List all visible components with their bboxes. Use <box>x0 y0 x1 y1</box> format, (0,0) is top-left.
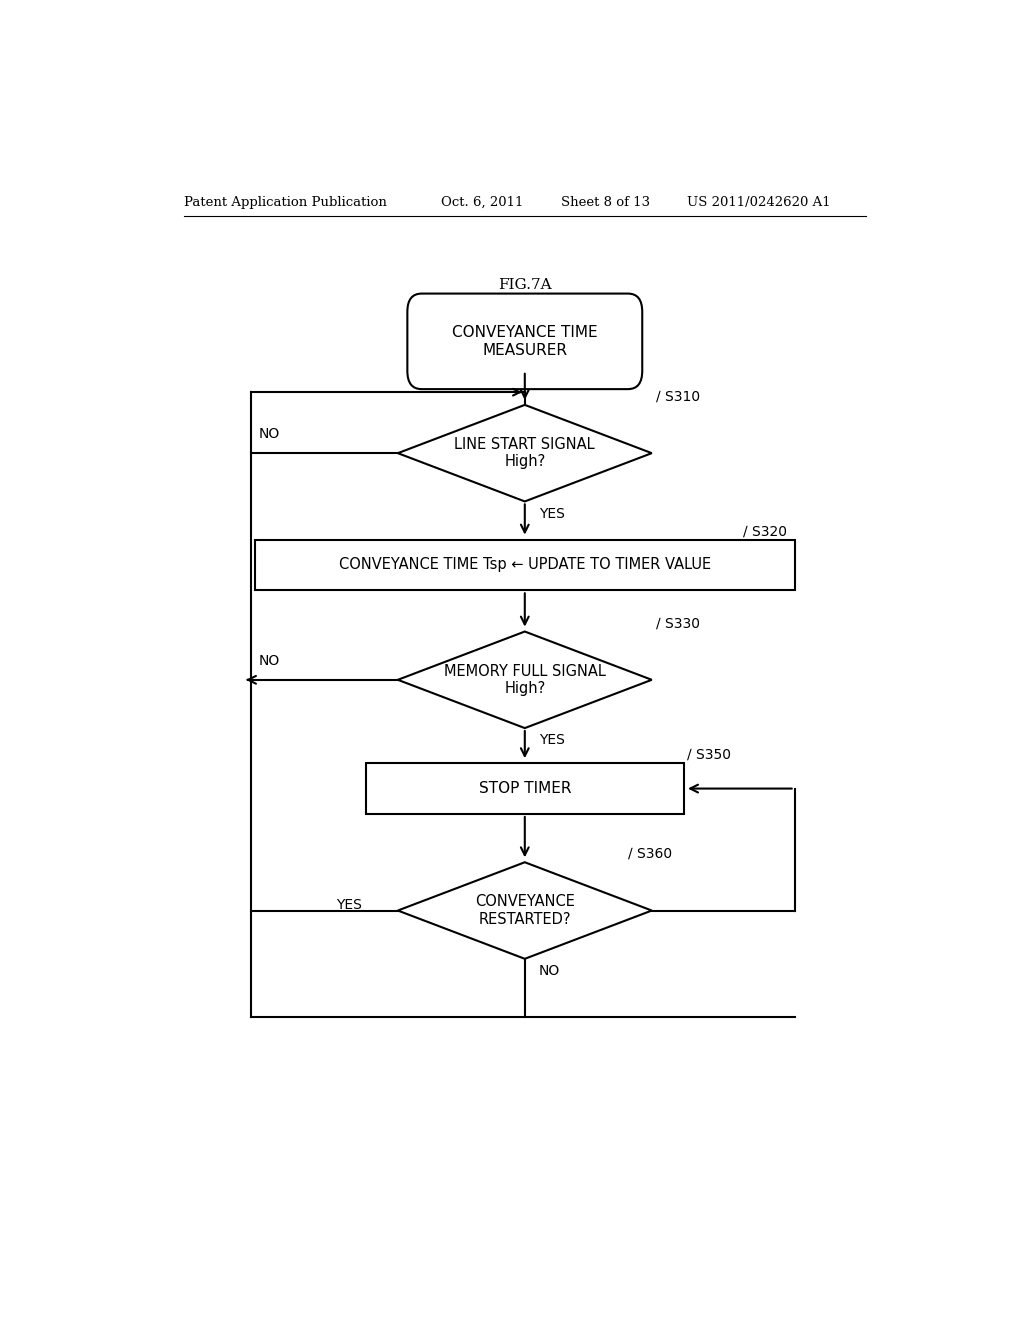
Text: YES: YES <box>539 733 565 747</box>
Bar <box>367 763 684 814</box>
Text: ∕ S330: ∕ S330 <box>655 616 699 631</box>
Text: FIG.7A: FIG.7A <box>498 279 552 293</box>
Text: STOP TIMER: STOP TIMER <box>478 781 571 796</box>
Text: NO: NO <box>539 964 560 978</box>
Text: NO: NO <box>259 426 281 441</box>
Text: ∕ S310: ∕ S310 <box>655 389 699 404</box>
Text: LINE START SIGNAL
High?: LINE START SIGNAL High? <box>455 437 595 470</box>
Polygon shape <box>397 631 652 729</box>
Text: YES: YES <box>539 507 565 520</box>
Text: YES: YES <box>336 899 362 912</box>
Text: CONVEYANCE
RESTARTED?: CONVEYANCE RESTARTED? <box>475 895 574 927</box>
FancyBboxPatch shape <box>408 293 642 389</box>
Bar <box>255 540 795 590</box>
Text: ∕ S320: ∕ S320 <box>742 524 786 539</box>
Text: ∕ S360: ∕ S360 <box>628 847 672 861</box>
Text: Sheet 8 of 13: Sheet 8 of 13 <box>560 195 649 209</box>
Text: ∕ S350: ∕ S350 <box>687 748 731 762</box>
Text: US 2011/0242620 A1: US 2011/0242620 A1 <box>687 195 831 209</box>
Text: NO: NO <box>259 653 281 668</box>
Text: MEMORY FULL SIGNAL
High?: MEMORY FULL SIGNAL High? <box>443 664 606 696</box>
Text: CONVEYANCE TIME
MEASURER: CONVEYANCE TIME MEASURER <box>452 325 598 358</box>
Text: CONVEYANCE TIME Tsp ← UPDATE TO TIMER VALUE: CONVEYANCE TIME Tsp ← UPDATE TO TIMER VA… <box>339 557 711 573</box>
Polygon shape <box>397 862 652 958</box>
Text: Oct. 6, 2011: Oct. 6, 2011 <box>441 195 524 209</box>
Text: Patent Application Publication: Patent Application Publication <box>183 195 386 209</box>
Polygon shape <box>397 405 652 502</box>
